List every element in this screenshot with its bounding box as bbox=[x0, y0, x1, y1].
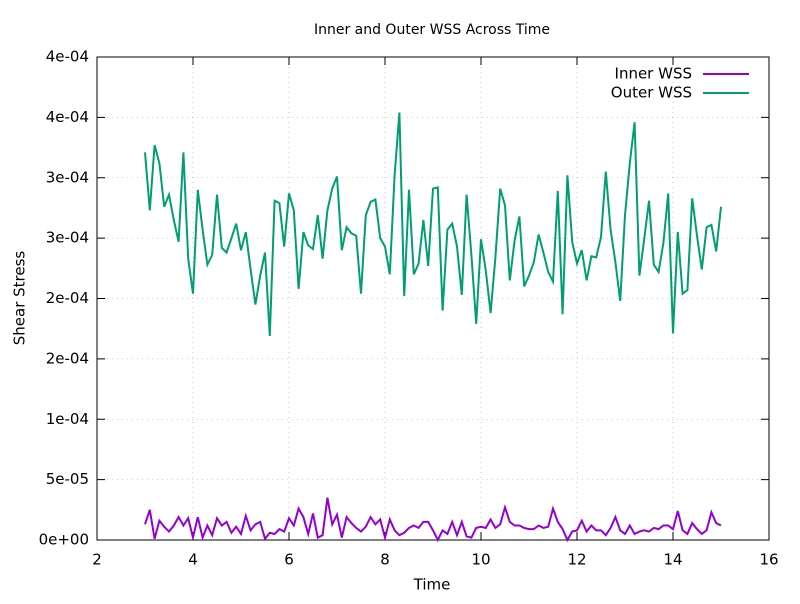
y-axis-label: Shear Stress bbox=[11, 251, 29, 346]
legend-label: Inner WSS bbox=[615, 65, 692, 83]
y-tick-label: 3e-04 bbox=[46, 168, 89, 186]
x-tick-label: 12 bbox=[567, 551, 586, 569]
y-tick-label: 5e-05 bbox=[46, 470, 89, 488]
x-tick-label: 8 bbox=[380, 551, 390, 569]
y-tick-label: 2e-04 bbox=[46, 289, 89, 307]
legend-label: Outer WSS bbox=[611, 84, 692, 102]
x-axis-label: Time bbox=[413, 576, 451, 594]
y-tick-label: 0e+00 bbox=[39, 531, 89, 549]
data-line bbox=[144, 497, 722, 543]
x-tick-label: 14 bbox=[663, 551, 682, 569]
x-tick-label: 6 bbox=[284, 551, 294, 569]
x-tick-label: 4 bbox=[188, 551, 198, 569]
chart-title: Inner and Outer WSS Across Time bbox=[314, 22, 550, 38]
y-tick-label: 4e-04 bbox=[46, 48, 89, 66]
y-tick-label: 4e-04 bbox=[46, 108, 89, 126]
data-line bbox=[144, 112, 722, 336]
plot-border bbox=[96, 56, 770, 541]
y-tick-label: 1e-04 bbox=[46, 410, 89, 428]
x-tick-label: 2 bbox=[92, 551, 102, 569]
x-tick-label: 16 bbox=[759, 551, 778, 569]
y-tick-label: 3e-04 bbox=[46, 229, 89, 247]
x-tick-label: 10 bbox=[471, 551, 490, 569]
y-tick-label: 2e-04 bbox=[46, 349, 89, 367]
